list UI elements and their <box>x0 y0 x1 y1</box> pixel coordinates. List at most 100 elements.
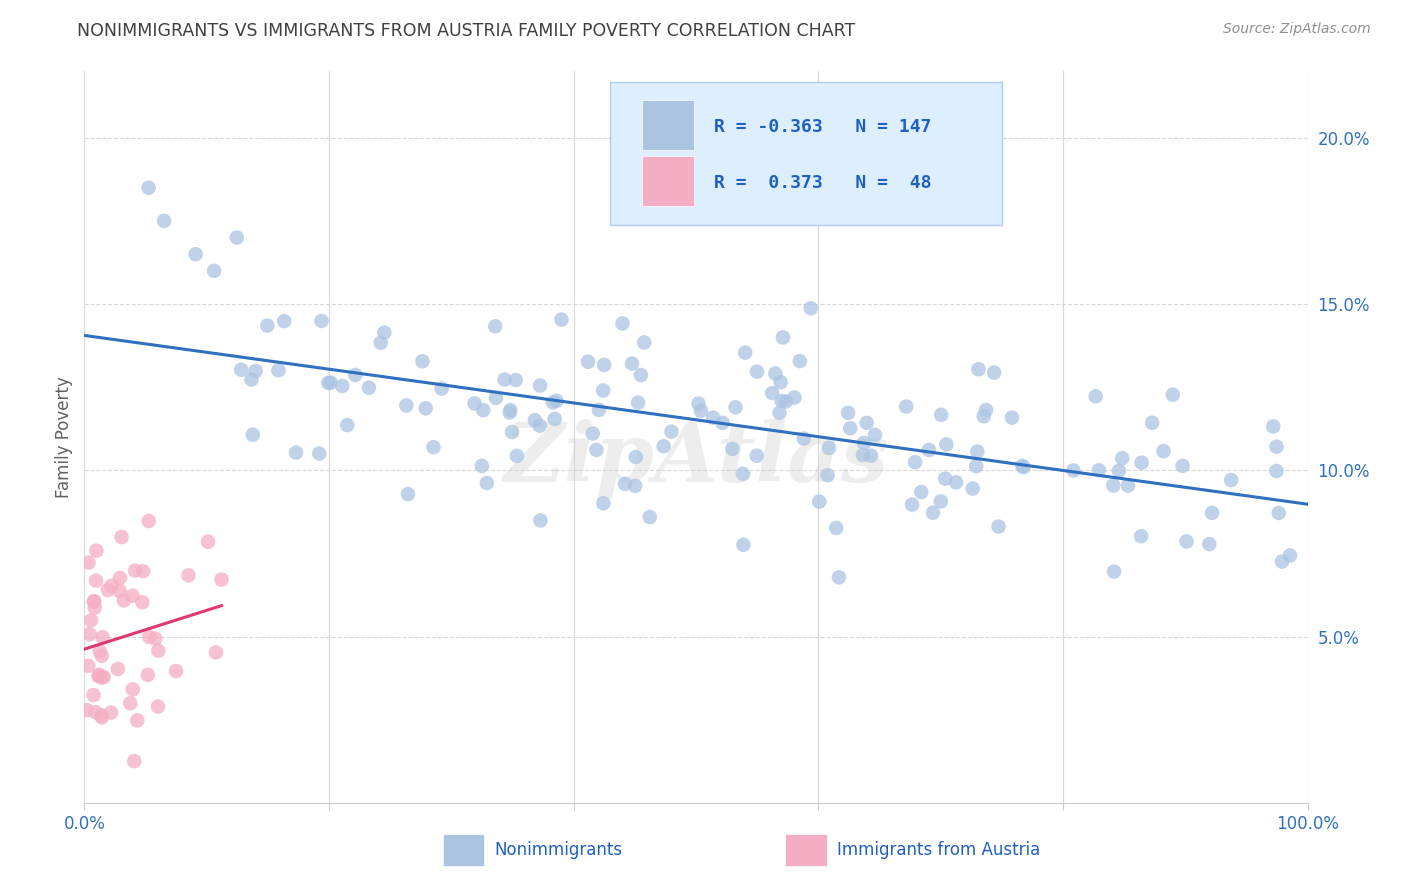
Point <box>131 595 153 609</box>
Point <box>896 400 918 414</box>
Point <box>484 319 506 334</box>
Point <box>652 439 675 453</box>
Point <box>231 363 253 377</box>
Point <box>544 412 567 426</box>
Point <box>1265 464 1288 478</box>
Point <box>197 534 219 549</box>
Point <box>818 441 841 455</box>
Point <box>910 485 932 500</box>
Point <box>633 335 655 350</box>
Point <box>1220 473 1243 487</box>
Point <box>1130 456 1153 470</box>
Point <box>1267 506 1289 520</box>
Point <box>973 409 995 424</box>
Point <box>1130 529 1153 543</box>
Point <box>93 670 115 684</box>
Point <box>523 413 546 427</box>
Point <box>624 479 647 493</box>
Point <box>77 556 100 570</box>
Point <box>86 543 108 558</box>
FancyBboxPatch shape <box>786 834 827 866</box>
Point <box>721 442 744 456</box>
FancyBboxPatch shape <box>610 82 1002 225</box>
Point <box>112 593 135 607</box>
Point <box>585 442 607 457</box>
Text: Source: ZipAtlas.com: Source: ZipAtlas.com <box>1223 22 1371 37</box>
Point <box>1012 460 1035 475</box>
Point <box>83 594 105 608</box>
Point <box>89 644 111 658</box>
Point <box>541 395 564 409</box>
Point <box>396 487 419 501</box>
Text: R =  0.373   N =  48: R = 0.373 N = 48 <box>714 174 932 192</box>
Point <box>108 571 131 585</box>
Point <box>77 658 100 673</box>
Point <box>769 375 792 389</box>
Point <box>1084 389 1107 403</box>
Point <box>472 403 495 417</box>
Text: NONIMMIGRANTS VS IMMIGRANTS FROM AUSTRIA FAMILY POVERTY CORRELATION CHART: NONIMMIGRANTS VS IMMIGRANTS FROM AUSTRIA… <box>77 22 856 40</box>
Point <box>612 317 634 331</box>
Point <box>1175 534 1198 549</box>
Point <box>945 475 967 490</box>
Point <box>1116 478 1139 492</box>
Point <box>108 583 131 598</box>
Point <box>83 600 105 615</box>
Point <box>860 449 883 463</box>
Point <box>242 427 264 442</box>
Text: R = -0.363   N = 147: R = -0.363 N = 147 <box>714 118 932 136</box>
Point <box>146 699 169 714</box>
Point <box>1153 444 1175 458</box>
Point <box>967 362 990 376</box>
Point <box>506 449 529 463</box>
Point <box>1263 419 1285 434</box>
Point <box>901 498 924 512</box>
Point <box>1001 410 1024 425</box>
Point <box>84 705 107 719</box>
Point <box>330 379 353 393</box>
Point <box>630 368 652 382</box>
Point <box>110 530 132 544</box>
Point <box>256 318 278 333</box>
Point <box>132 564 155 578</box>
Point <box>127 714 149 728</box>
Point <box>1161 387 1184 401</box>
Point <box>344 368 367 382</box>
Point <box>153 214 176 228</box>
Point <box>84 574 107 588</box>
Point <box>808 494 831 508</box>
Point <box>965 459 987 474</box>
Point <box>357 381 380 395</box>
Point <box>800 301 823 316</box>
Point <box>745 449 768 463</box>
Point <box>1088 463 1111 477</box>
Point <box>588 403 610 417</box>
Point <box>120 696 142 710</box>
Point <box>83 594 105 608</box>
FancyBboxPatch shape <box>443 834 484 866</box>
Point <box>121 682 143 697</box>
Point <box>825 521 848 535</box>
Point <box>733 538 755 552</box>
Point <box>745 365 768 379</box>
Point <box>336 418 359 433</box>
Point <box>308 446 330 460</box>
Point <box>789 354 811 368</box>
Text: Immigrants from Austria: Immigrants from Austria <box>837 841 1040 859</box>
Point <box>76 703 98 717</box>
Point <box>411 354 433 368</box>
Point <box>828 570 851 584</box>
Point <box>1108 464 1130 478</box>
Point <box>962 482 984 496</box>
Point <box>576 355 599 369</box>
Point <box>638 510 661 524</box>
Point <box>90 708 112 723</box>
Point <box>1102 478 1125 492</box>
Point <box>499 405 522 419</box>
Point <box>90 710 112 724</box>
Point <box>529 418 551 433</box>
Point <box>471 458 494 473</box>
Point <box>1062 463 1084 477</box>
FancyBboxPatch shape <box>643 100 693 150</box>
Point <box>184 247 207 261</box>
